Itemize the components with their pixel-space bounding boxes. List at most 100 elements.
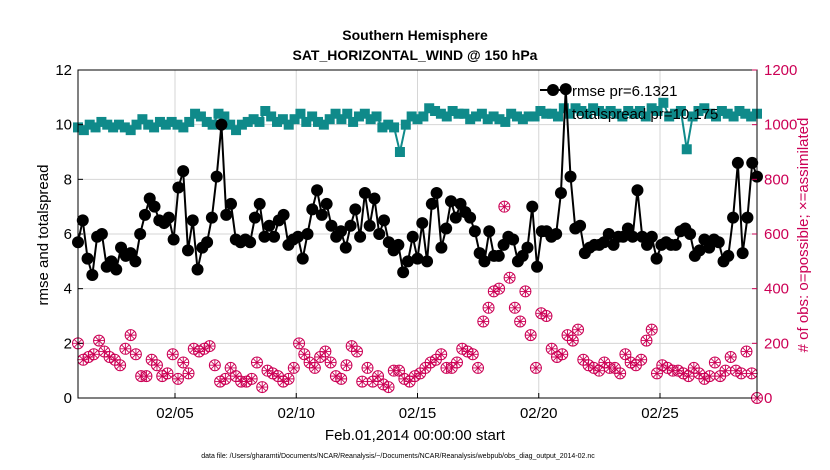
obs-point <box>372 370 385 383</box>
obs-assimilated-marker <box>146 354 158 366</box>
spread-point <box>260 106 271 116</box>
rmse-point <box>478 255 491 268</box>
obs-point <box>256 381 269 394</box>
legend: rmse pr=6.1321 totalspread pr=10.175 <box>540 83 718 123</box>
spread-point <box>242 116 253 127</box>
rmse-point <box>693 244 706 257</box>
legend-spread-label: totalspread pr=10.175 <box>572 106 718 123</box>
spread-point <box>611 108 622 119</box>
spread-point <box>687 111 698 122</box>
spread-point <box>634 106 645 116</box>
spread-point <box>348 116 359 127</box>
rmse-point <box>378 214 391 227</box>
y-right-tick-label: 1200 <box>764 62 797 79</box>
obs-point <box>529 361 542 374</box>
spread-point <box>248 114 259 125</box>
spread-point <box>623 106 634 116</box>
x-tick-label: 02/20 <box>520 405 558 422</box>
spread-point <box>283 119 294 130</box>
spread-point <box>441 111 452 122</box>
obs-point <box>572 323 585 336</box>
obs-point <box>619 348 632 361</box>
rmse-point <box>483 225 496 238</box>
obs-point <box>708 356 721 369</box>
spread-series <box>73 97 762 157</box>
spread-point <box>178 122 189 133</box>
obs-assimilated-marker <box>356 376 368 388</box>
rmse-point <box>258 230 271 243</box>
obs-assimilated-marker <box>614 367 626 379</box>
rmse-point <box>392 238 405 251</box>
spread-point <box>740 108 751 119</box>
obs-point <box>735 367 748 380</box>
obs-assimilated-marker <box>419 362 431 374</box>
rmse-point <box>291 230 304 243</box>
obs-assimilated-marker <box>704 370 716 382</box>
y-tick-label: 6 <box>64 226 72 243</box>
obs-point <box>224 361 237 374</box>
spread-point <box>108 122 119 133</box>
rmse-point <box>129 255 142 268</box>
obs-point <box>140 370 153 383</box>
rmse-point <box>574 219 587 232</box>
obs-assimilated-marker <box>651 367 663 379</box>
obs-point <box>740 345 753 358</box>
rmse-point <box>315 208 328 221</box>
rmse-point <box>397 266 410 279</box>
rmse-point <box>186 214 199 227</box>
obs-assimilated-marker <box>340 359 352 371</box>
rmse-point <box>134 228 147 240</box>
obs-point <box>682 370 695 383</box>
spread-point <box>599 108 610 119</box>
obs-point <box>287 361 300 374</box>
obs-point <box>308 361 321 374</box>
y-tick-label: 10 <box>55 117 72 134</box>
spread-point <box>675 106 686 116</box>
obs-assimilated-marker <box>335 373 347 385</box>
obs-assimilated-marker <box>430 354 442 366</box>
spread-point <box>330 108 341 119</box>
obs-assimilated-marker <box>530 362 542 374</box>
obs-assimilated-marker <box>309 362 321 374</box>
rmse-point <box>311 184 324 197</box>
obs-assimilated-marker <box>546 343 558 355</box>
spread-point <box>406 111 417 122</box>
x-tick-label: 02/25 <box>641 405 679 422</box>
spread-point <box>143 119 154 130</box>
x-axis-label: Feb.01,2014 00:00:00 start <box>325 427 506 444</box>
spread-point <box>154 116 165 127</box>
legend-rmse-marker <box>547 84 559 96</box>
x-tick-label: 02/05 <box>156 405 194 422</box>
obs-point <box>556 348 569 361</box>
obs-assimilated-marker <box>361 362 373 374</box>
rmse-point <box>440 222 453 235</box>
obs-assimilated-marker <box>346 340 358 352</box>
rmse-point <box>177 165 190 178</box>
rmse-point <box>354 230 367 243</box>
rmse-point <box>526 200 539 213</box>
rmse-point <box>736 247 749 260</box>
obs-point <box>129 348 142 361</box>
spread-point <box>137 114 148 125</box>
spread-point <box>447 106 458 116</box>
obs-assimilated-marker <box>709 356 721 368</box>
obs-assimilated-marker <box>688 362 700 374</box>
spread-point <box>96 116 107 127</box>
rmse-point <box>602 228 615 240</box>
rmse-point <box>631 184 644 197</box>
obs-assimilated-marker <box>562 329 574 341</box>
obs-point <box>219 372 232 385</box>
rmse-point <box>406 230 419 243</box>
obs-point <box>477 315 490 328</box>
obs-assimilated-marker <box>230 370 242 382</box>
obs-point <box>119 342 132 355</box>
rmse-point <box>712 236 725 249</box>
y-axis-ticks: 0 2 4 6 8 10 12 <box>55 62 83 407</box>
obs-assimilated-marker <box>567 335 579 347</box>
rmse-point <box>430 187 443 199</box>
rmse-point <box>248 211 261 224</box>
obs-assimilated-marker <box>635 354 647 366</box>
spread-point <box>307 111 318 122</box>
spread-point <box>166 116 177 127</box>
rmse-point <box>731 156 744 169</box>
